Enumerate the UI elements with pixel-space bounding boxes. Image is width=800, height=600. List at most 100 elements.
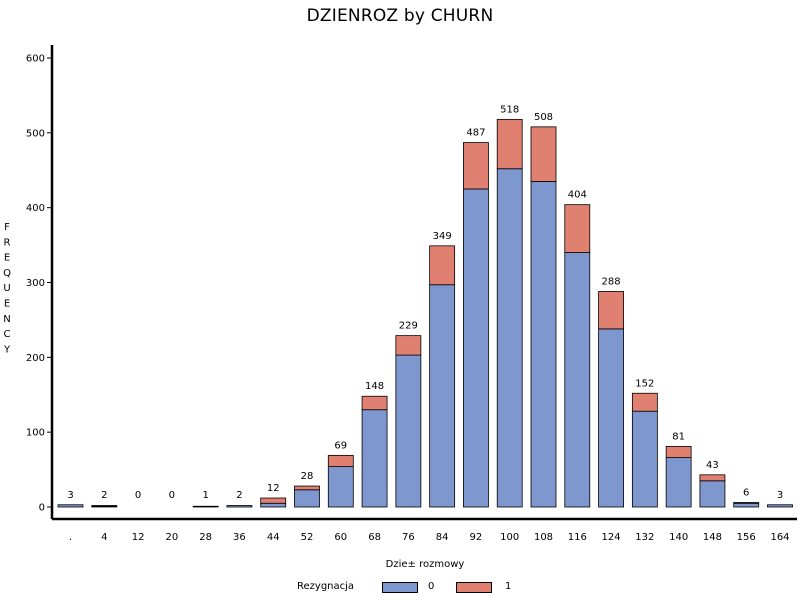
bar-total-label: 28 [301,471,314,482]
x-tick-label: 140 [669,532,688,543]
y-axis-title-letter: U [3,283,10,294]
y-tick-label: 600 [26,54,45,65]
bar-segment-churn-0 [631,410,658,508]
bar-segment-churn-0 [496,168,523,508]
legend: Rezygnacja 0 1 [0,580,800,596]
bar-total-label: 152 [635,378,654,389]
bar-segment-churn-0 [767,504,793,508]
x-tick-label: 108 [534,532,553,543]
bar-total-label: 487 [466,128,485,139]
x-tick-label: 164 [770,532,789,543]
x-ticks: . 4 12 20 28 36 44 52 60 68 76 84 92 100 108 116 124 132 1… [69,532,790,543]
x-tick-label: 92 [470,532,483,543]
bar-total-label: 81 [672,431,685,442]
bar-total-label: 229 [399,321,418,332]
bar-segment-churn-0 [598,328,624,508]
x-tick-label: 156 [737,532,756,543]
bar-total-label: 3 [67,490,73,501]
x-tick-label: 4 [101,532,107,543]
x-tick-label: 20 [165,532,178,543]
bar-segment-churn-1 [463,142,489,190]
bar-segment-churn-0 [733,502,760,508]
x-tick-label: . [69,532,72,543]
x-tick-label: 100 [500,532,519,543]
bars [57,118,793,508]
x-tick-label: 124 [602,532,621,543]
y-axis-title-letter: R [4,237,11,248]
bar-total-label: 508 [534,112,553,123]
y-axis-title-letter: F [4,222,10,233]
x-tick-label: 116 [568,532,587,543]
x-tick-label: 52 [301,532,314,543]
legend-label-1: 1 [505,581,512,592]
bar-total-label: 148 [365,381,384,392]
x-axis-title: Dzie± rozmowy [386,559,465,570]
bar-segment-churn-0 [226,505,253,508]
bar-segment-churn-0 [564,252,591,508]
y-ticks: 0 100 200 300 400 500 600 [26,54,52,514]
y-axis-title-letter: Y [3,344,11,355]
y-axis-title-letter: E [4,299,10,310]
y-tick-label: 100 [26,428,45,439]
x-tick-label: 44 [267,532,280,543]
bar-segment-churn-0 [57,504,84,508]
bar-total-label: 1 [202,490,208,501]
bar-segment-churn-1 [91,505,118,507]
bar-segment-churn-1 [598,291,624,330]
bar-labels: 3 2 0 0 1 21228691482293494875185084042881528… [67,104,783,501]
bar-total-label: 0 [169,490,175,501]
x-tick-label: 12 [132,532,145,543]
bar-segment-churn-1 [327,454,354,467]
bar-segment-churn-1 [699,474,726,482]
x-tick-label: 148 [703,532,722,543]
y-axis-title-letter: E [4,253,10,264]
bar-total-label: 6 [743,488,749,499]
bar-total-label: 518 [500,104,519,115]
bar-segment-churn-1 [429,245,456,286]
y-axis-title-letter: N [3,314,10,325]
bar-segment-churn-0 [665,457,692,508]
bar-segment-churn-1 [530,126,557,182]
y-tick-label: 500 [26,128,45,139]
bar-total-label: 0 [135,490,141,501]
x-tick-label: 60 [334,532,347,543]
bar-segment-churn-1 [496,118,523,170]
bar-segment-churn-1 [294,485,320,491]
y-tick-label: 400 [26,203,45,214]
x-tick-label: 132 [635,532,654,543]
x-tick-label: 28 [199,532,212,543]
bar-segment-churn-1 [395,335,422,356]
x-tick-label: 76 [402,532,415,543]
bar-total-label: 2 [101,490,107,501]
x-tick-label: 36 [233,532,246,543]
legend-swatch-0 [382,582,418,593]
bar-segment-churn-0 [395,354,422,508]
bar-segment-churn-1 [733,502,760,504]
bar-segment-churn-1 [564,204,591,253]
y-tick-label: 200 [26,353,45,364]
bar-total-label: 43 [706,460,719,471]
legend-title: Rezygnacja [297,581,355,592]
bar-total-label: 12 [267,483,280,494]
bar-segment-churn-0 [192,505,219,508]
bar-total-label: 288 [602,276,621,287]
bar-total-label: 69 [334,440,347,451]
bar-segment-churn-0 [260,502,287,508]
bar-total-label: 404 [568,190,587,201]
y-tick-label: 300 [26,278,45,289]
bar-segment-churn-1 [665,445,692,459]
bar-segment-churn-0 [361,409,388,508]
y-axis-title-letter: C [4,329,11,340]
bar-segment-churn-1 [260,497,287,504]
y-axis-title-letter: Q [3,268,11,279]
y-tick-label: 0 [39,503,45,514]
bar-segment-churn-1 [361,395,388,411]
bar-segment-churn-0 [530,181,557,508]
bar-segment-churn-0 [699,480,726,508]
legend-swatch-1 [456,582,492,593]
bar-segment-churn-0 [294,489,320,508]
bar-total-label: 3 [777,490,783,501]
bar-segment-churn-0 [429,284,456,508]
